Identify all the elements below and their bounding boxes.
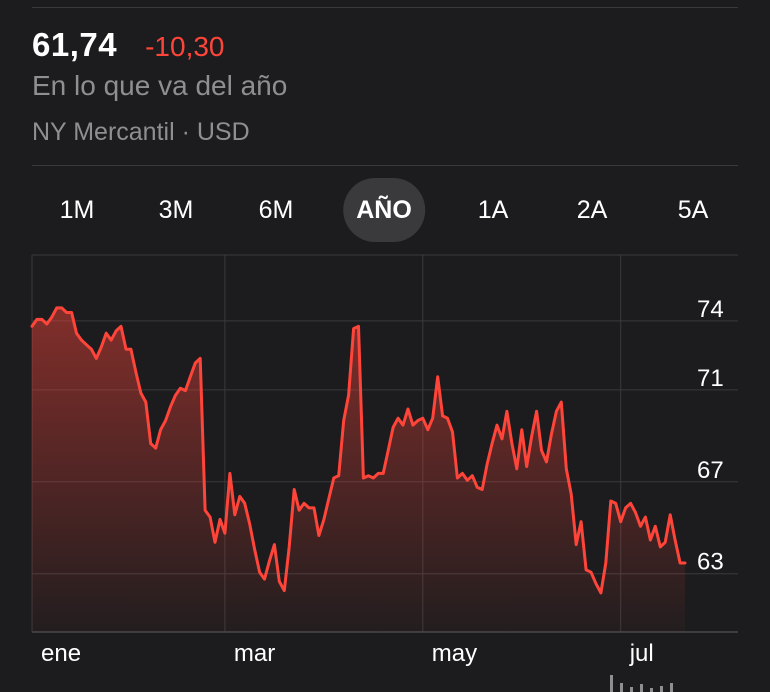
range-ytd[interactable]: AÑO	[343, 178, 425, 242]
quote-header: 61,74 -10,30	[32, 26, 225, 64]
exchange-currency: NY Mercantil · USD	[32, 118, 250, 146]
range-1m[interactable]: 1M	[59, 196, 95, 224]
y-tick-label: 67	[697, 457, 724, 484]
current-price: 61,74	[32, 26, 118, 63]
range-2a[interactable]: 2A	[576, 196, 608, 224]
chart-series-line	[30, 306, 687, 595]
range-5a[interactable]: 5A	[677, 196, 709, 224]
range-1a[interactable]: 1A	[477, 196, 509, 224]
chart-area-fill	[32, 307, 685, 632]
x-axis-ticks: enemarmayjulseptnov	[41, 640, 654, 667]
range-selector: 1M 3M 6M AÑO 1A 2A 5A	[32, 178, 738, 242]
x-tick-label: jul	[629, 640, 654, 667]
period-label: En lo que va del año	[32, 70, 288, 101]
range-6m[interactable]: 6M	[258, 196, 294, 224]
x-tick-label: may	[432, 640, 477, 667]
mid-divider	[32, 165, 738, 166]
y-axis-ticks: 74 71 67 63	[697, 296, 724, 576]
price-change: -10,30	[145, 31, 225, 62]
top-divider	[32, 7, 738, 8]
y-tick-label: 63	[697, 549, 724, 576]
x-tick-label: mar	[234, 640, 275, 667]
range-3m[interactable]: 3M	[158, 196, 194, 224]
y-tick-label: 71	[697, 365, 724, 392]
x-tick-label: ene	[41, 640, 81, 667]
volume-indicator	[610, 675, 673, 692]
y-tick-label: 74	[697, 296, 724, 323]
